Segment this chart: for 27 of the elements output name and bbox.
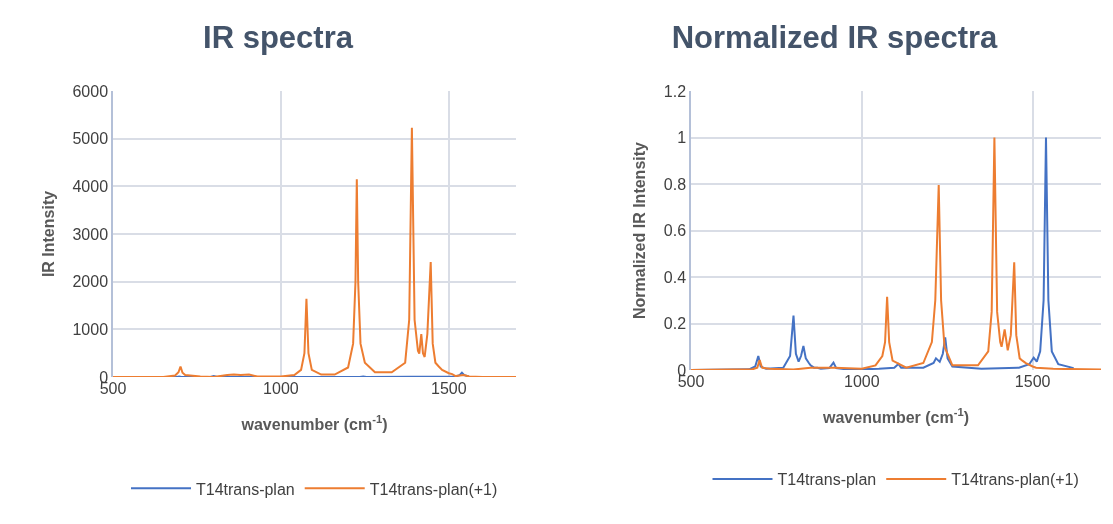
chart-title: IR spectra: [203, 19, 354, 55]
y-tick-label: 0.8: [663, 175, 687, 193]
line-series: [113, 126, 516, 377]
x-tick-label: 1500: [431, 380, 467, 397]
y-tick-label: 1.2: [663, 82, 687, 100]
y-tick-label: 5000: [72, 130, 109, 148]
legend-label: T14trans-plan(+1): [951, 471, 1079, 489]
legend-label: T14trans-plan(+1): [369, 480, 498, 498]
y-tick-label: 1: [677, 129, 687, 147]
x-tick-label: 1500: [1014, 373, 1051, 390]
x-axis-title: wavenumber (cm$^{-1}$): [240, 412, 388, 433]
y-axis-title: Normalized IR Intensity: [631, 141, 649, 319]
y-tick-label: 0.2: [663, 315, 687, 333]
x-tick-label: 1000: [263, 380, 299, 397]
x-axis-title: wavenumber (cm$^{-1}$): [822, 405, 969, 426]
legend-label: T14trans-plan: [777, 471, 877, 489]
y-tick-label: 0.4: [663, 268, 687, 286]
y-tick-label: 4000: [72, 177, 109, 195]
y-tick-label: 0.6: [663, 222, 687, 240]
y-axis-title: IR Intensity: [39, 190, 57, 278]
y-tick-label: 1000: [72, 320, 109, 338]
y-tick-label: 6000: [72, 82, 109, 100]
x-tick-label: 1000: [844, 373, 880, 390]
chart-title: Normalized IR spectra: [671, 19, 999, 55]
legend-label: T14trans-plan: [196, 480, 295, 498]
y-tick-label: 3000: [72, 225, 109, 243]
y-tick-label: 2000: [72, 273, 109, 291]
